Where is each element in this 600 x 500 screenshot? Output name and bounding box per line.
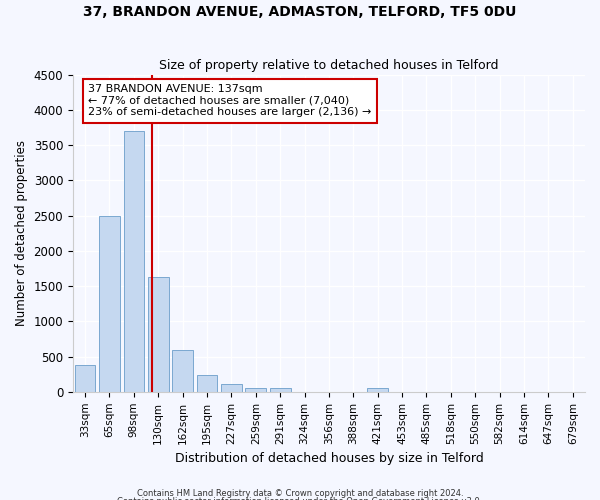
Bar bbox=[75, 365, 95, 392]
Bar bbox=[124, 131, 144, 392]
Text: Contains public sector information licensed under the Open Government Licence v3: Contains public sector information licen… bbox=[118, 497, 482, 500]
Text: Contains HM Land Registry data © Crown copyright and database right 2024.: Contains HM Land Registry data © Crown c… bbox=[137, 488, 463, 498]
Text: 37, BRANDON AVENUE, ADMASTON, TELFORD, TF5 0DU: 37, BRANDON AVENUE, ADMASTON, TELFORD, T… bbox=[83, 5, 517, 19]
Title: Size of property relative to detached houses in Telford: Size of property relative to detached ho… bbox=[159, 59, 499, 72]
Y-axis label: Number of detached properties: Number of detached properties bbox=[15, 140, 28, 326]
Bar bbox=[367, 388, 388, 392]
Bar bbox=[245, 388, 266, 392]
Bar bbox=[197, 375, 217, 392]
Text: 37 BRANDON AVENUE: 137sqm
← 77% of detached houses are smaller (7,040)
23% of se: 37 BRANDON AVENUE: 137sqm ← 77% of detac… bbox=[88, 84, 371, 117]
Bar bbox=[148, 277, 169, 392]
Bar bbox=[172, 350, 193, 392]
Bar bbox=[221, 384, 242, 392]
Bar bbox=[270, 388, 290, 392]
X-axis label: Distribution of detached houses by size in Telford: Distribution of detached houses by size … bbox=[175, 452, 484, 465]
Bar bbox=[99, 216, 120, 392]
